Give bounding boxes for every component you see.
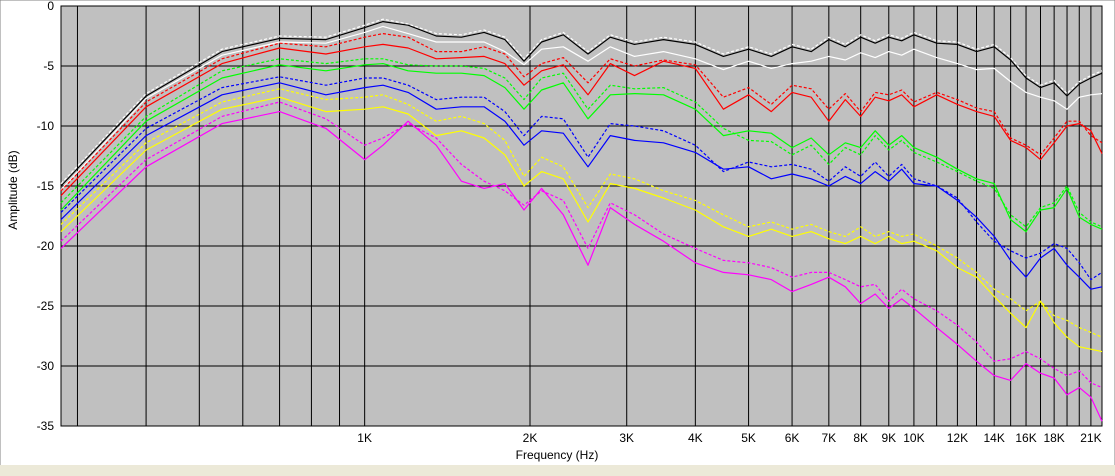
series-line xyxy=(60,18,1103,185)
status-bar xyxy=(0,465,1115,471)
y-tick-label: -20 xyxy=(37,239,55,253)
x-tick-label: 21K xyxy=(1080,431,1101,445)
series-line xyxy=(60,63,1103,233)
series-line xyxy=(60,33,1103,192)
x-tick-label: 10K xyxy=(903,431,924,445)
y-tick-label: -25 xyxy=(37,299,55,313)
x-tick-label: 6K xyxy=(785,431,800,445)
grid-lines xyxy=(61,5,1103,427)
y-tick-label: -15 xyxy=(37,179,55,193)
x-tick-label: 18K xyxy=(1043,431,1064,445)
x-tick-label: 4K xyxy=(688,431,703,445)
x-tick-label: 9K xyxy=(881,431,896,445)
x-axis-label: Frequency (Hz) xyxy=(516,448,599,462)
series-line xyxy=(60,88,1103,338)
series-lines xyxy=(60,18,1103,422)
series-line xyxy=(60,21,1103,187)
series-line xyxy=(60,96,1103,353)
x-tick-label: 2K xyxy=(523,431,538,445)
series-line xyxy=(60,43,1103,197)
y-tick-label: 0 xyxy=(47,0,54,13)
y-axis-label: Amplitude (dB) xyxy=(6,150,20,229)
x-tick-label: 5K xyxy=(741,431,756,445)
series-line xyxy=(60,25,1103,191)
plot-area xyxy=(60,5,1103,427)
series-line xyxy=(60,76,1103,281)
series-line xyxy=(60,101,1103,389)
x-tick-label: 1K xyxy=(357,431,372,445)
y-tick-label: -30 xyxy=(37,359,55,373)
x-tick-label: 16K xyxy=(1015,431,1036,445)
series-line xyxy=(60,111,1103,422)
x-tick-labels: 1K 2K 3K 4K 5K 6K 7K 8K 9K 10K 12K 14K 16K 18K 21K xyxy=(357,431,1101,445)
y-tick-label: -5 xyxy=(43,59,54,73)
series-line xyxy=(60,82,1103,290)
y-tick-label: -10 xyxy=(37,119,55,133)
x-tick-label: 14K xyxy=(984,431,1005,445)
x-tick-label: 7K xyxy=(821,431,836,445)
y-tick-labels: 0 -5 -10 -15 -20 -25 -30 -35 xyxy=(37,0,55,433)
x-tick-label: 8K xyxy=(853,431,868,445)
y-tick-label: -35 xyxy=(37,419,55,433)
x-tick-label: 3K xyxy=(619,431,634,445)
x-tick-label: 12K xyxy=(947,431,968,445)
